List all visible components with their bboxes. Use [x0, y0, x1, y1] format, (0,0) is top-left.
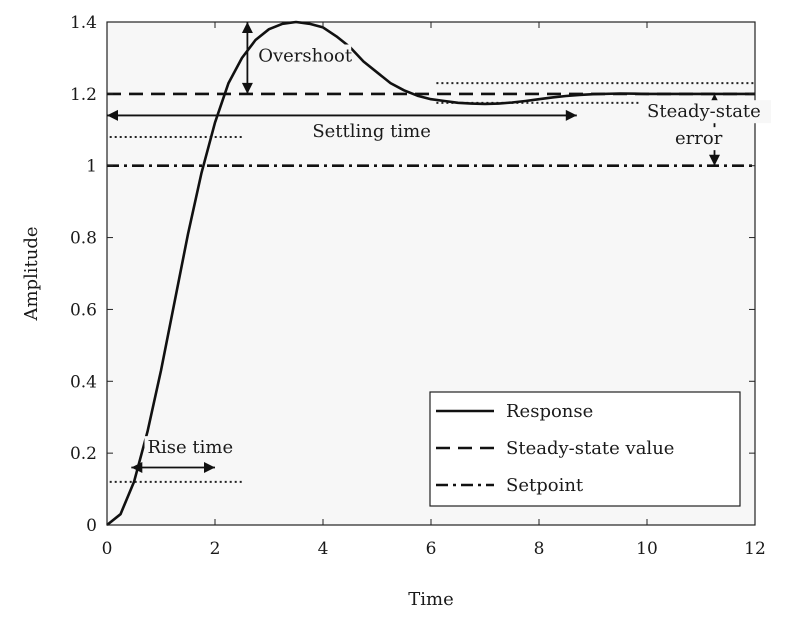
settling-time-arrowhead-start: [107, 109, 118, 121]
settling-time-arrowhead-end: [565, 109, 577, 121]
x-tick-label-4: 8: [534, 539, 545, 559]
rise-time-arrowhead-start: [131, 462, 143, 474]
steady-state-error-label-bg-1: [671, 127, 728, 151]
overshoot-arrowhead-start: [241, 82, 253, 94]
settling-time-label-bg: [303, 119, 440, 143]
legend-label-0: Response: [506, 401, 593, 422]
x-axis-label: Time: [408, 589, 453, 610]
x-tick-label-1: 2: [210, 539, 221, 559]
steady-state-error-label-bg-0: [641, 100, 771, 124]
annotations: Overshoot Settling time Steady-state error R…: [107, 22, 771, 474]
x-tick-label-6: 12: [744, 539, 766, 559]
settling-time-label: Settling time: [312, 121, 431, 142]
overshoot-label: Overshoot: [258, 46, 353, 67]
x-tick-label-3: 6: [426, 539, 437, 559]
y-tick-label-1: 0.2: [70, 444, 97, 464]
overshoot-arrowhead-end: [241, 22, 253, 33]
y-tick-label-0: 0: [86, 516, 97, 536]
legend: Response Steady-state value Setpoint: [429, 391, 741, 507]
y-tick-label-4: 0.8: [70, 229, 97, 249]
y-axis-label: Amplitude: [21, 226, 42, 321]
steady-state-error-label-1: error: [675, 128, 723, 149]
legend-label-1: Steady-state value: [506, 438, 674, 459]
series-response-line: [106, 20, 755, 527]
x-tick-label-5: 10: [636, 539, 658, 559]
y-tick-label-2: 0.4: [70, 372, 97, 392]
rise-time-arrowhead-end: [204, 462, 215, 474]
x-tick-label-0: 0: [102, 539, 113, 559]
steady-state-error-label-0: Steady-state: [647, 101, 761, 122]
y-tick-label-6: 1.2: [70, 85, 97, 105]
rise-time-label: Rise time: [148, 437, 234, 458]
x-tick-label-2: 4: [318, 539, 329, 559]
legend-label-2: Setpoint: [506, 475, 584, 496]
steady-state-error-arrowhead-end: [709, 154, 720, 166]
y-tick-label-7: 1.4: [70, 13, 97, 33]
rise-time-label-bg: [144, 436, 241, 460]
overshoot-label-bg: [255, 44, 352, 68]
series-group: [106, 20, 755, 527]
axis-ticks: 0 2 4 6 8 10 12 0 0.2 0.4 0.6 0.8 1 1.2 1.4: [70, 13, 766, 559]
y-tick-label-5: 1: [86, 157, 97, 177]
y-tick-label-3: 0.6: [70, 300, 97, 320]
